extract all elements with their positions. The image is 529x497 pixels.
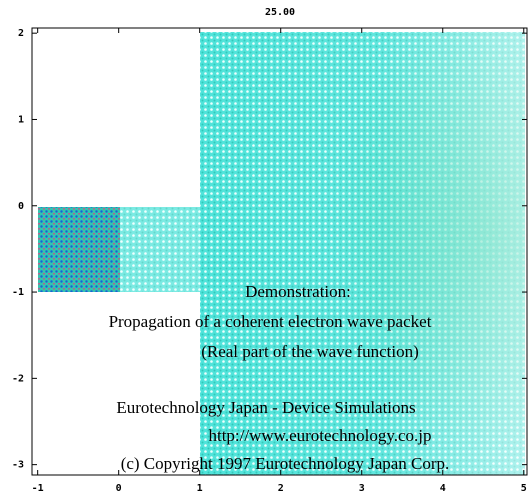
y-tick-label: 0 xyxy=(18,201,24,212)
x-tick-label: -1 xyxy=(32,483,44,494)
annotation: Demonstration: xyxy=(245,282,351,301)
y-tick-label: -1 xyxy=(12,287,24,298)
x-tick-label: 4 xyxy=(440,483,446,494)
chart-title: 25.00 xyxy=(265,7,295,18)
x-tick-label: 1 xyxy=(197,483,203,494)
annotation: (c) Copyright 1997 Eurotechnology Japan … xyxy=(121,454,450,473)
x-tick-label: 5 xyxy=(521,483,527,494)
wave-field xyxy=(38,32,525,475)
annotation: http://www.eurotechnology.co.jp xyxy=(208,426,431,445)
y-tick-label: -2 xyxy=(12,373,24,384)
annotation: Propagation of a coherent electron wave … xyxy=(109,312,432,331)
y-tick-label: -3 xyxy=(12,460,24,471)
plot-frame xyxy=(31,27,528,476)
x-tick-label: 3 xyxy=(359,483,365,494)
annotation: Eurotechnology Japan - Device Simulation… xyxy=(116,398,415,417)
x-tick-label: 2 xyxy=(278,483,284,494)
y-tick-label: 2 xyxy=(18,28,24,39)
annotation: (Real part of the wave function) xyxy=(201,342,419,361)
x-tick-label: 0 xyxy=(116,483,122,494)
y-tick-label: 1 xyxy=(18,114,24,125)
